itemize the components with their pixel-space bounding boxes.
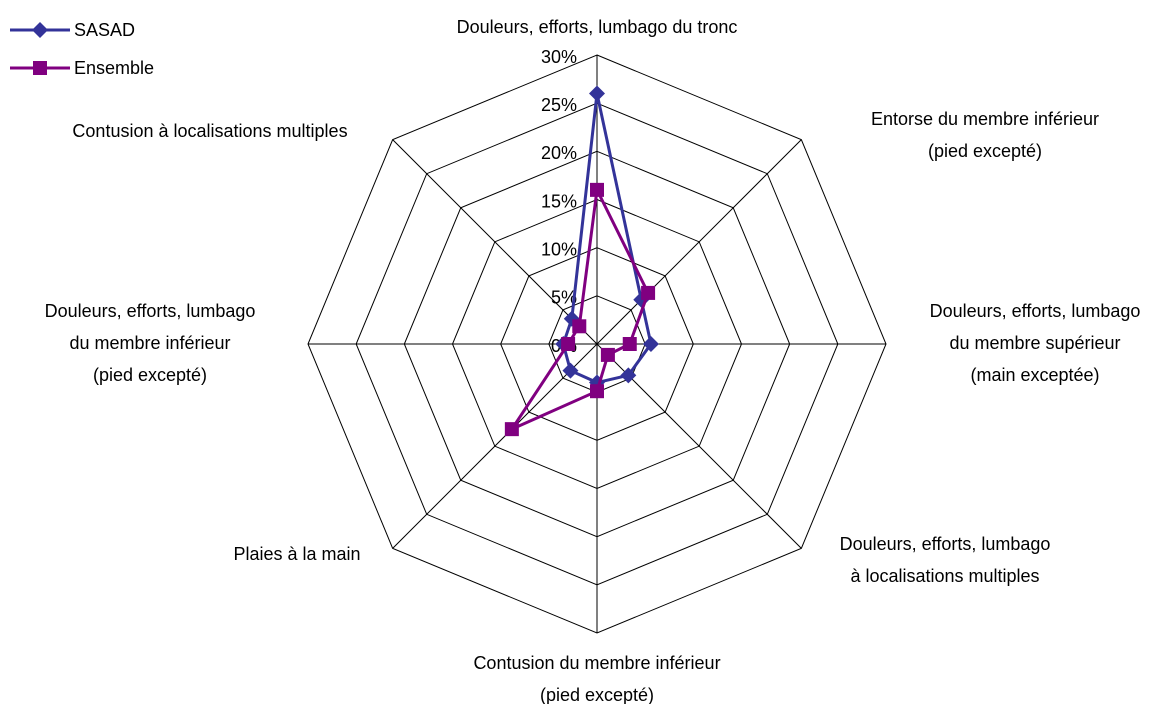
category-label: Douleurs, efforts, lumbago [840,534,1051,554]
y-tick-label: 30% [541,47,577,67]
marker [561,337,576,351]
category-label: à localisations multiples [850,566,1039,586]
marker [572,319,587,334]
category-label: Plaies à la main [233,544,360,564]
category-label: Contusion à localisations multiples [72,121,347,141]
category-label: du membre supérieur [949,333,1120,353]
category-label: du membre inférieur [69,333,230,353]
category-label: Entorse du membre inférieur [871,109,1099,129]
marker [562,362,579,379]
y-tick-label: 15% [541,191,577,211]
marker [642,336,659,352]
marker [641,285,656,300]
spoke [392,139,598,345]
marker [589,85,605,102]
y-tick-label: 10% [541,239,577,259]
category-label: (pied excepté) [540,685,654,704]
legend-label: Ensemble [74,58,154,78]
marker [600,347,615,362]
category-label: (main exceptée) [970,365,1099,385]
category-label: Contusion du membre inférieur [473,653,720,673]
legend-label: SASAD [74,20,135,40]
series-line [507,184,650,433]
marker [33,61,47,75]
category-label: Douleurs, efforts, lumbago du tronc [457,17,738,37]
marker [504,422,519,437]
y-tick-label: 5% [551,288,577,308]
marker [590,384,604,399]
marker [32,22,48,38]
marker [622,337,637,351]
category-label: (pied excepté) [928,141,1042,161]
category-label: (pied excepté) [93,365,207,385]
spoke [392,343,598,549]
marker [590,182,604,197]
category-label: Douleurs, efforts, lumbago [45,301,256,321]
marker [620,367,637,384]
spoke [596,139,802,345]
category-label: Douleurs, efforts, lumbago [930,301,1141,321]
y-tick-label: 20% [541,143,577,163]
y-tick-label: 25% [541,95,577,115]
